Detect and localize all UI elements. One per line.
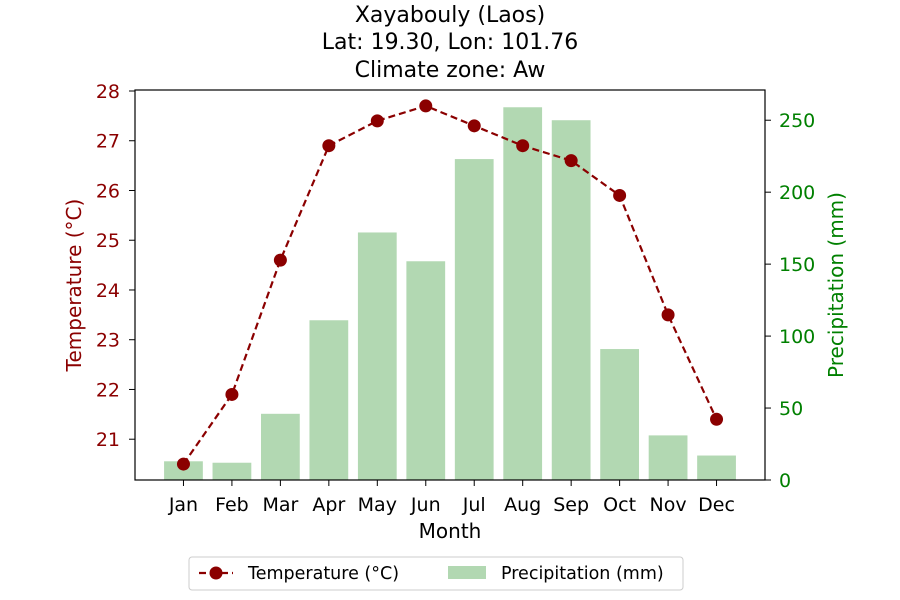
temp-point-jan — [176, 457, 190, 471]
y-right-axis-label: Precipitation (mm) — [824, 192, 848, 378]
precip-bar-jun — [406, 261, 446, 480]
x-axis-label: Month — [419, 519, 482, 543]
temp-point-mar — [273, 253, 287, 267]
left-axis-ticks: 21 22 23 24 25 26 27 28 — [96, 81, 135, 451]
precip-bar-oct — [600, 349, 639, 480]
x-tick-label: Jul — [462, 494, 486, 516]
x-tick-label: Jun — [410, 494, 441, 516]
temp-point-nov — [661, 308, 675, 322]
x-tick-label: Dec — [698, 494, 735, 516]
left-tick-label: 26 — [96, 180, 120, 202]
right-tick-label: 100 — [779, 326, 815, 348]
legend-temperature-label: Temperature (°C) — [247, 564, 399, 584]
right-axis-ticks: 0 50 100 150 200 250 — [765, 110, 815, 492]
temp-point-aug — [516, 139, 530, 153]
legend: Temperature (°C) Precipitation (mm) — [188, 556, 684, 591]
x-tick-label: Jan — [168, 494, 198, 516]
temp-point-jul — [467, 119, 481, 133]
precip-bar-nov — [648, 435, 688, 480]
left-tick-label: 23 — [96, 330, 120, 352]
x-axis-ticks: Jan Feb Mar Apr May Jun Jul Aug Sep Oct Nov Dec — [168, 480, 735, 516]
legend-temperature-marker — [209, 566, 223, 580]
temp-point-apr — [322, 139, 336, 153]
temp-point-sep — [564, 154, 578, 168]
x-tick-label: Nov — [650, 494, 687, 516]
y-left-axis-label: Temperature (°C) — [62, 199, 86, 373]
x-tick-label: Apr — [312, 494, 345, 516]
legend-box — [188, 556, 684, 591]
precip-bar-jul — [454, 159, 494, 480]
plot-frame — [134, 89, 766, 481]
left-tick-label: 28 — [96, 81, 120, 103]
x-tick-label: Mar — [262, 494, 298, 516]
left-tick-label: 21 — [96, 429, 120, 451]
x-tick-label: Aug — [504, 494, 541, 516]
temp-point-oct — [613, 188, 627, 202]
precip-bar-dec — [697, 455, 736, 480]
right-tick-label: 150 — [779, 254, 815, 276]
precip-bar-sep — [551, 120, 591, 480]
temperature-line — [182, 104, 718, 465]
precipitation-bars — [164, 107, 736, 480]
x-tick-label: May — [358, 494, 397, 516]
x-tick-label: Sep — [553, 494, 589, 516]
temp-point-jun — [419, 99, 433, 113]
left-tick-label: 24 — [96, 280, 120, 302]
legend-precipitation-label: Precipitation (mm) — [501, 564, 664, 584]
precip-bar-mar — [261, 413, 300, 480]
left-tick-label: 27 — [96, 131, 120, 153]
chart-title-line-2: Lat: 19.30, Lon: 101.76 — [322, 30, 578, 55]
temp-point-dec — [710, 412, 724, 426]
precip-bar-apr — [309, 320, 349, 480]
right-tick-label: 200 — [779, 182, 815, 204]
temp-point-feb — [225, 387, 239, 401]
x-tick-label: Feb — [215, 494, 249, 516]
left-tick-label: 22 — [96, 379, 120, 401]
chart-title-line-3: Climate zone: Aw — [355, 58, 546, 83]
right-tick-label: 250 — [779, 110, 815, 132]
right-tick-label: 0 — [779, 470, 791, 492]
precip-bar-aug — [503, 107, 543, 480]
precip-bar-feb — [212, 462, 252, 480]
chart-title-line-1: Xayabouly (Laos) — [355, 3, 545, 28]
legend-precipitation-swatch — [448, 566, 486, 579]
right-tick-label: 50 — [779, 398, 803, 420]
precip-bar-jan — [164, 461, 203, 480]
temperature-line-layer — [176, 99, 724, 471]
x-tick-label: Oct — [603, 494, 636, 516]
left-tick-label: 25 — [96, 230, 120, 252]
precip-bar-may — [357, 232, 397, 480]
temp-point-may — [370, 114, 384, 128]
